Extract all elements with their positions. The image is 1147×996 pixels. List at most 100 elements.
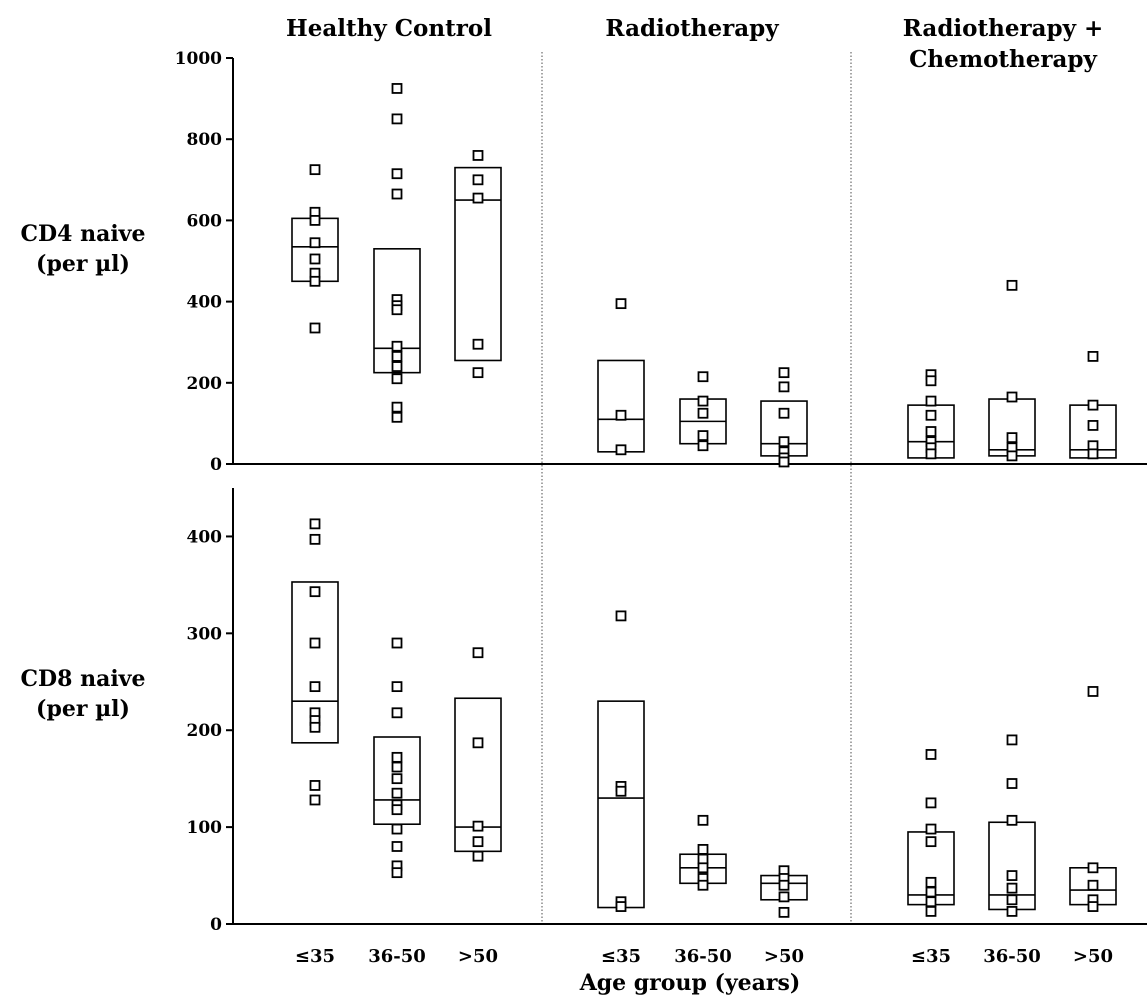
data-point [697,395,709,407]
x-tick-label: ≤35 [295,946,335,967]
data-point [391,804,403,816]
data-point [697,862,709,874]
data-point [697,843,709,855]
x-tick-label: >50 [764,946,804,967]
data-point [472,647,484,659]
data-point [391,351,403,362]
data-point [391,401,403,413]
data-point [1087,420,1099,431]
box [597,700,645,909]
data-point [925,896,937,908]
y-axis-label: CD8 naive [21,666,146,692]
data-point [1006,870,1018,881]
data-point [309,533,321,545]
data-point [1006,279,1018,291]
data-point [697,371,709,383]
data-point [1006,450,1018,462]
data-point [309,794,321,806]
data-point [391,681,403,693]
data-point [615,444,627,456]
y-tick-label: 800 [187,130,223,150]
data-point [778,407,790,419]
data-point [309,237,321,249]
x-tick-label: ≤35 [601,946,641,967]
data-point [1087,351,1099,362]
data-point [778,367,790,379]
data-point [309,518,321,530]
data-point [309,681,321,693]
data-point [391,373,403,385]
data-point [697,879,709,891]
data-point [778,436,790,448]
data-point [697,440,709,452]
data-point [615,785,627,797]
data-point [309,253,321,265]
data-point [391,707,403,719]
data-point [391,340,403,352]
x-tick-label: 36-50 [368,946,426,967]
x-tick-label: 36-50 [674,946,732,967]
data-point [1006,882,1018,894]
data-point [1006,432,1018,444]
data-point [472,820,484,832]
data-point [391,867,403,879]
data-point [615,298,627,310]
y-tick-label: 100 [187,818,223,838]
group-title: Radiotherapy + [903,15,1103,42]
data-point [309,780,321,791]
data-point [472,367,484,379]
y-axis-label: (per µl) [36,251,130,277]
data-point [391,787,403,799]
data-point [1087,879,1099,891]
data-point [391,773,403,785]
data-point [309,637,321,649]
data-point [309,214,321,226]
box [373,248,421,374]
data-point [1087,448,1099,460]
data-point [778,906,790,918]
data-point [925,448,937,460]
data-point [1087,686,1099,697]
y-tick-label: 1000 [175,49,222,69]
data-point [1006,894,1018,906]
data-point [391,823,403,835]
data-point [1006,814,1018,826]
data-point [391,304,403,316]
y-tick-label: 400 [187,527,223,547]
data-point [925,395,937,407]
data-point [472,150,484,161]
data-point [925,409,937,421]
data-point [309,322,321,334]
data-point [391,411,403,423]
data-point [925,836,937,848]
data-point [391,188,403,200]
data-point [391,83,403,94]
data-point [925,876,937,888]
data-point [778,879,790,891]
y-tick-label: 300 [187,624,223,644]
x-tick-label: >50 [458,946,498,967]
data-point [925,823,937,835]
y-tick-label: 200 [187,721,223,741]
y-axis-label: (per µl) [36,696,130,722]
y-tick-label: 600 [187,211,223,231]
data-point [1006,391,1018,403]
data-point [778,891,790,903]
data-point [925,426,937,437]
data-point [615,610,627,622]
data-point [615,901,627,912]
data-point [391,841,403,852]
data-point [615,409,627,421]
y-tick-label: 0 [210,915,222,935]
group-title: Chemotherapy [909,46,1097,73]
data-point [925,886,937,898]
group-title: Radiotherapy [605,15,779,42]
data-point [391,113,403,125]
y-tick-label: 200 [187,374,223,394]
data-point [925,906,937,917]
y-tick-label: 400 [187,293,223,313]
data-point [472,737,484,749]
data-point [309,721,321,733]
data-point [391,168,403,180]
